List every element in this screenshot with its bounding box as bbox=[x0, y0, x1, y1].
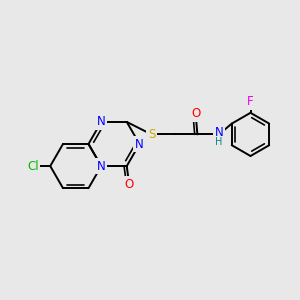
Text: O: O bbox=[124, 178, 134, 190]
Text: N: N bbox=[97, 116, 106, 128]
Text: O: O bbox=[191, 107, 200, 120]
Text: H: H bbox=[215, 137, 223, 147]
Text: F: F bbox=[247, 95, 254, 108]
Text: N: N bbox=[135, 137, 144, 151]
Text: N: N bbox=[214, 126, 224, 139]
Text: Cl: Cl bbox=[27, 160, 39, 172]
Text: S: S bbox=[148, 128, 155, 141]
Text: N: N bbox=[97, 160, 106, 172]
